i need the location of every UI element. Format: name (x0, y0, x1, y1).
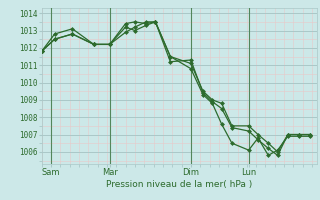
X-axis label: Pression niveau de la mer( hPa ): Pression niveau de la mer( hPa ) (106, 180, 252, 189)
